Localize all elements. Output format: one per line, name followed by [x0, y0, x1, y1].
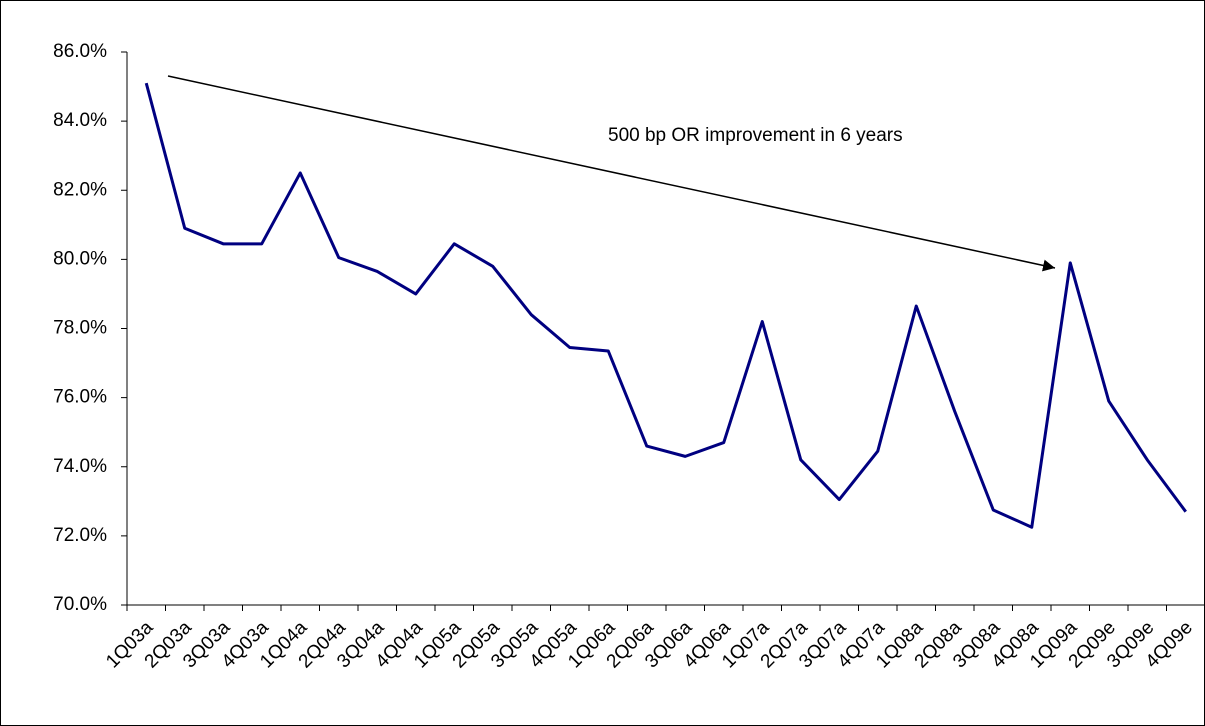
y-tick-label: 74.0% [53, 456, 107, 477]
y-tick-label: 84.0% [53, 110, 107, 131]
y-tick-label: 72.0% [53, 525, 107, 546]
y-tick-label: 78.0% [53, 318, 107, 339]
trend-arrow [167, 75, 1056, 272]
annotation: 500 bp OR improvement in 6 years [608, 125, 903, 146]
line [144, 82, 1187, 529]
y-tick-label: 80.0% [53, 248, 107, 269]
y-tick-label: 76.0% [53, 387, 107, 408]
y-tick-label: 70.0% [53, 594, 107, 615]
y-tick-label: 82.0% [53, 179, 107, 200]
y-tick-label: 86.0% [53, 41, 107, 62]
